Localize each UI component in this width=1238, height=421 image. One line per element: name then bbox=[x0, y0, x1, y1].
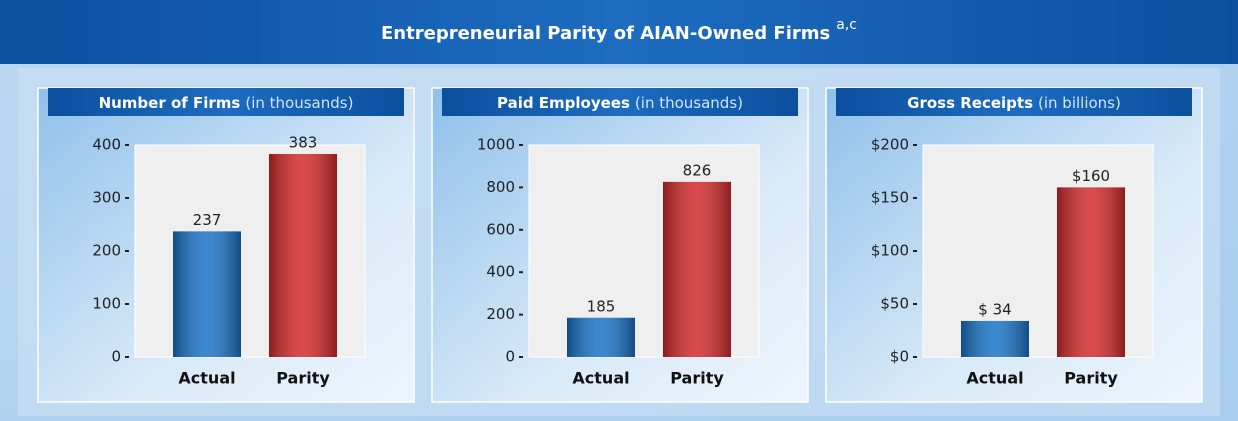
header-bar bbox=[0, 0, 1238, 64]
y-tick-label: $200 bbox=[871, 136, 909, 154]
y-tick-label: 600 bbox=[486, 220, 515, 238]
y-tick-label: 100 bbox=[92, 295, 121, 313]
y-tick-label: 300 bbox=[92, 189, 121, 207]
bar-shade bbox=[1057, 187, 1125, 357]
x-tick-label: Actual bbox=[178, 369, 235, 388]
panel-title: Number of Firms (in thousands) bbox=[99, 94, 354, 112]
y-tick-label: 0 bbox=[111, 348, 121, 366]
bar-shade bbox=[269, 154, 337, 357]
title-text: Entrepreneurial Parity of AIAN-Owned Fir… bbox=[381, 23, 830, 44]
value-label: 826 bbox=[683, 161, 712, 179]
panel-header bbox=[442, 88, 798, 116]
x-tick-label: Actual bbox=[966, 369, 1023, 388]
value-label: 383 bbox=[289, 134, 318, 152]
panel-title: Gross Receipts (in billions) bbox=[907, 94, 1121, 112]
y-tick-label: 400 bbox=[486, 263, 515, 281]
value-label: 237 bbox=[193, 211, 222, 229]
y-tick-label: $50 bbox=[880, 295, 909, 313]
panel-subtitle: (in thousands) bbox=[245, 94, 353, 112]
y-tick-label: $0 bbox=[890, 348, 909, 366]
y-tick-label: 0 bbox=[505, 348, 515, 366]
panel-subtitle: (in thousands) bbox=[635, 94, 743, 112]
panel-title-main: Paid Employees bbox=[497, 94, 630, 112]
bar-shade bbox=[173, 231, 241, 357]
value-label: $ 34 bbox=[978, 300, 1011, 318]
page-title: Entrepreneurial Parity of AIAN-Owned Fir… bbox=[381, 17, 857, 44]
value-label: $160 bbox=[1072, 167, 1110, 185]
y-tick-label: 1000 bbox=[477, 136, 515, 154]
y-tick-label: $100 bbox=[871, 242, 909, 260]
bar-shade bbox=[961, 320, 1029, 357]
x-tick-label: Parity bbox=[670, 369, 724, 388]
panel-subtitle: (in billions) bbox=[1038, 94, 1121, 112]
y-tick-label: 400 bbox=[92, 136, 121, 154]
x-tick-label: Parity bbox=[276, 369, 330, 388]
panel-header bbox=[836, 88, 1192, 116]
y-tick-label: $150 bbox=[871, 189, 909, 207]
value-label: 185 bbox=[587, 297, 616, 315]
y-tick-label: 200 bbox=[486, 305, 515, 323]
title-superscript: a,c bbox=[836, 17, 857, 33]
panel-title-main: Number of Firms bbox=[99, 94, 241, 112]
y-tick-label: 200 bbox=[92, 242, 121, 260]
panel-title-main: Gross Receipts bbox=[907, 94, 1033, 112]
bar-shade bbox=[663, 181, 731, 357]
panel-title: Paid Employees (in thousands) bbox=[497, 94, 743, 112]
bar-shade bbox=[567, 317, 635, 357]
x-tick-label: Parity bbox=[1064, 369, 1118, 388]
panel-header bbox=[48, 88, 404, 116]
y-tick-label: 800 bbox=[486, 178, 515, 196]
x-tick-label: Actual bbox=[572, 369, 629, 388]
